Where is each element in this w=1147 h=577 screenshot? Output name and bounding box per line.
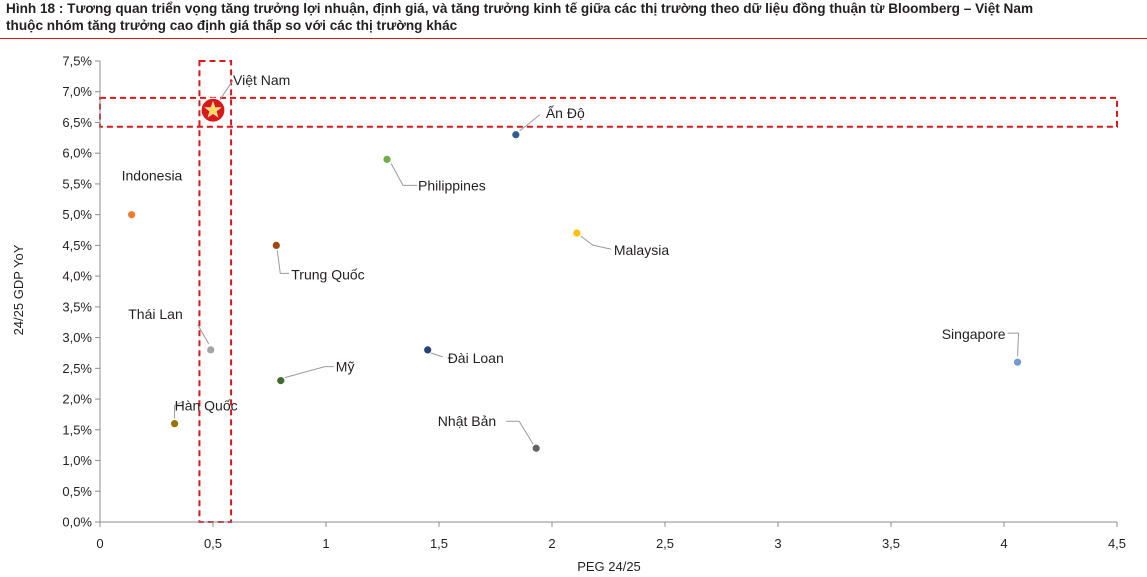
point-label: Nhật Bản: [438, 413, 496, 429]
point-label: Thái Lan: [128, 306, 182, 322]
point-label: Malaysia: [614, 242, 669, 258]
x-tick-label: 4: [1000, 536, 1007, 551]
leader-line: [276, 250, 290, 274]
point-label: Indonesia: [122, 168, 183, 184]
leader-lines: [174, 79, 1020, 445]
y-tick-label: 2,0%: [62, 392, 92, 407]
data-point: [423, 345, 433, 355]
y-tick-label: 5,5%: [62, 176, 92, 191]
figure-title-line-2: thuộc nhóm tăng trưởng cao định giá thấp…: [6, 17, 458, 33]
figure-title: Hình 18 : Tương quan triển vọng tăng trư…: [6, 1, 1144, 34]
point-label: Hàn Quốc: [175, 398, 238, 414]
y-tick-label: 6,0%: [62, 146, 92, 161]
highlight-regions: [99, 60, 1118, 523]
data-point: [572, 228, 582, 238]
data-point: [511, 130, 521, 140]
data-point: [1013, 357, 1022, 367]
y-tick-label: 3,0%: [62, 330, 92, 345]
title-rule: [0, 38, 1147, 39]
leader-line: [430, 352, 443, 358]
leader-line: [197, 324, 210, 345]
highlight-region-1: [198, 60, 233, 523]
x-tick-label: 4,5: [1108, 536, 1126, 551]
data-point: [206, 345, 216, 355]
data-point: [276, 376, 286, 386]
leader-line: [506, 420, 534, 445]
point-label: Mỹ: [336, 359, 355, 375]
y-tick-label: 1,0%: [62, 453, 92, 468]
y-tick-label: 5,0%: [62, 207, 92, 222]
figure-title-line-1: Hình 18 : Tương quan triển vọng tăng trư…: [6, 1, 1034, 16]
data-points: [127, 97, 1022, 453]
point-label: Trung Quốc: [291, 266, 364, 282]
data-point: [382, 154, 392, 164]
data-point: [271, 240, 281, 250]
axes: 0,0% 0,5% 1,0% 1,5% 2,0% 2,5% 3,0% 3,5% 4,0% 4,5%…: [62, 54, 1126, 552]
point-labels: Việt Nam Ấn Độ Philippines Indonesia Malaysi…: [122, 72, 1006, 429]
y-tick-label: 3,5%: [62, 299, 92, 314]
data-point: [170, 419, 179, 429]
point-label: Singapore: [942, 326, 1006, 342]
x-tick-label: 2: [548, 536, 555, 551]
leader-line: [284, 366, 334, 379]
y-tick-label: 6,5%: [62, 115, 92, 130]
leader-line: [1007, 332, 1020, 357]
y-axis-label: 24/25 GDP YoY: [11, 244, 26, 335]
leader-line: [519, 114, 541, 132]
x-tick-label: 0: [96, 536, 103, 551]
leader-line: [174, 401, 183, 419]
x-tick-label: 1: [322, 536, 329, 551]
highlight-region-2: [99, 96, 1118, 128]
x-tick-label: 2,5: [656, 536, 674, 551]
y-tick-label: 1,5%: [62, 422, 92, 437]
y-tick-label: 0,5%: [62, 484, 92, 499]
point-label: Đài Loan: [448, 350, 504, 366]
leader-line: [580, 235, 611, 250]
data-point: [127, 210, 137, 220]
x-axis-label: PEG 24/25: [577, 559, 641, 574]
point-label: Ấn Độ: [546, 105, 585, 121]
y-tick-label: 4,5%: [62, 238, 92, 253]
y-tick-label: 4,0%: [62, 269, 92, 284]
star-icon: [204, 101, 222, 118]
y-tick-label: 2,5%: [62, 361, 92, 376]
data-point: [531, 443, 541, 453]
point-label: Việt Nam: [233, 72, 290, 88]
x-tick-label: 3: [774, 536, 781, 551]
y-tick-label: 7,5%: [62, 54, 92, 69]
y-tick-label: 7,0%: [62, 84, 92, 99]
leader-line: [390, 163, 418, 186]
y-tick-label: 0,0%: [62, 515, 92, 530]
x-tick-label: 3,5: [882, 536, 900, 551]
x-tick-label: 1,5: [430, 536, 448, 551]
point-label: Philippines: [418, 177, 486, 193]
x-tick-label: 0,5: [204, 536, 222, 551]
